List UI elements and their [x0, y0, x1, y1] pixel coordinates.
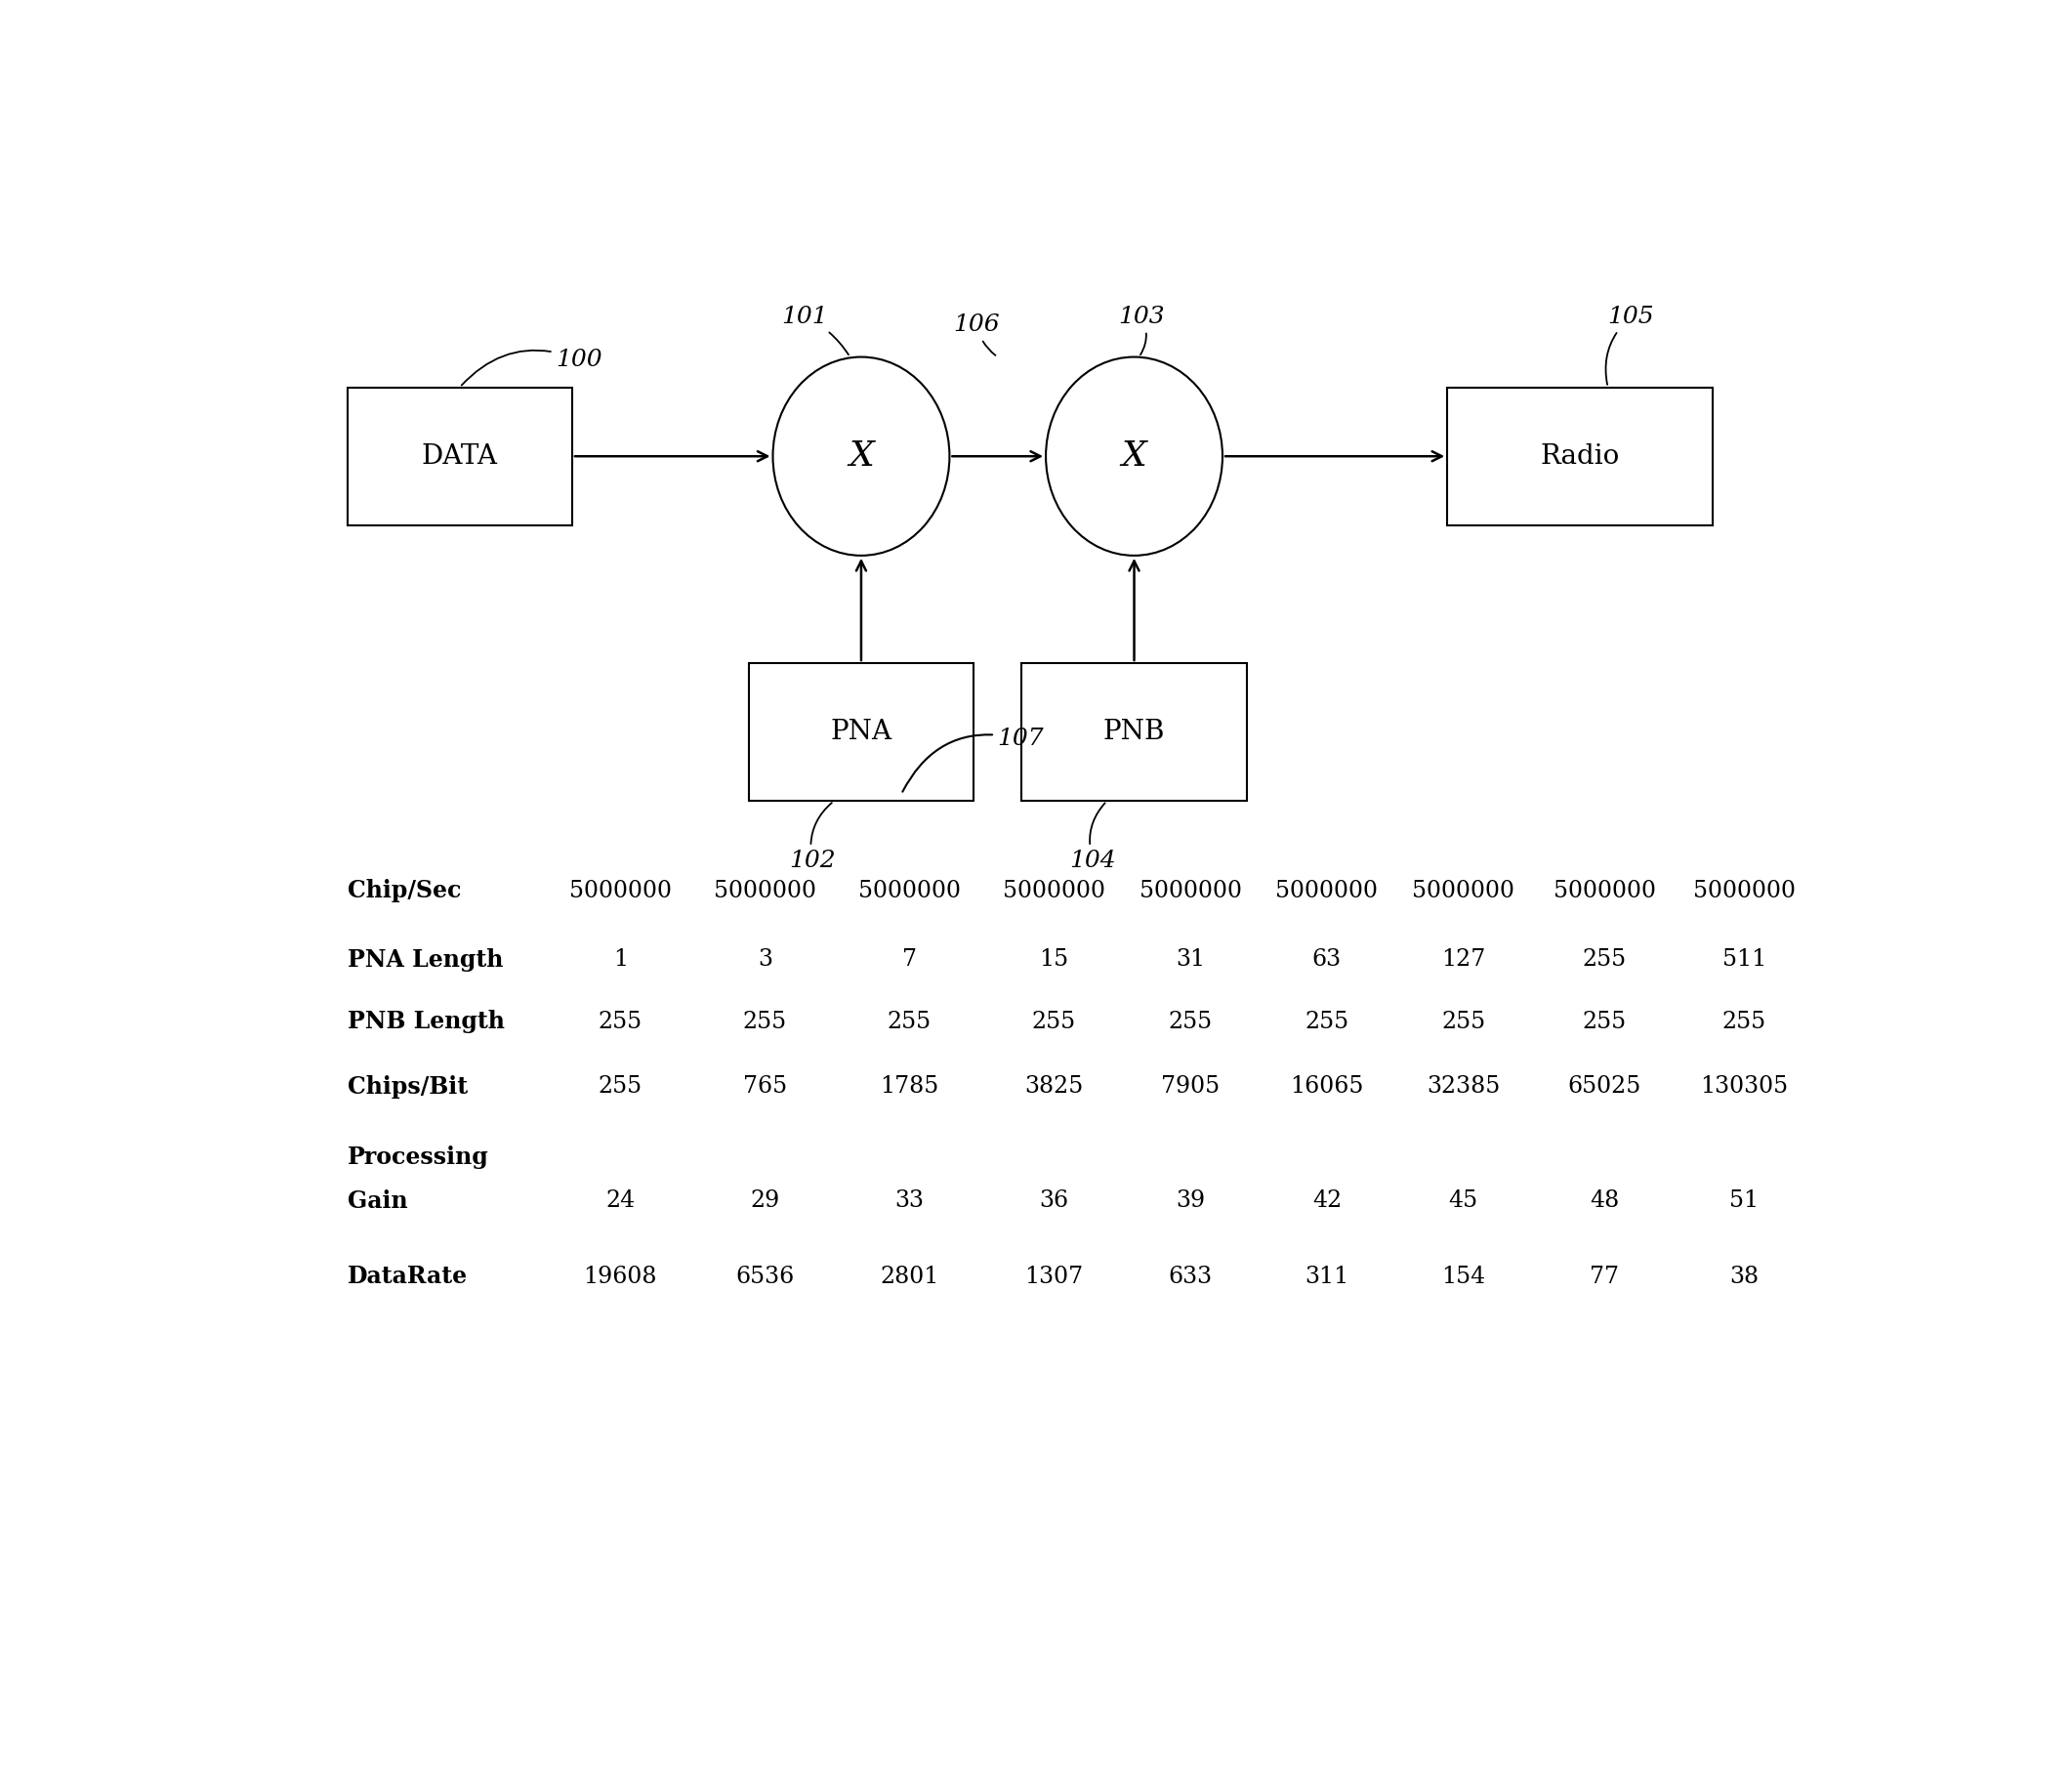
Text: 48: 48: [1589, 1189, 1620, 1213]
Text: 765: 765: [742, 1075, 787, 1098]
Bar: [1446, 387, 1711, 525]
Text: 5000000: 5000000: [713, 879, 816, 903]
Text: 2801: 2801: [881, 1266, 939, 1288]
Text: 104: 104: [1069, 802, 1117, 872]
Bar: [348, 387, 572, 525]
Text: 1307: 1307: [1024, 1266, 1084, 1288]
Text: 154: 154: [1442, 1266, 1486, 1288]
Text: 31: 31: [1175, 949, 1206, 971]
Text: 101: 101: [781, 306, 850, 355]
Text: 255: 255: [1032, 1010, 1075, 1033]
Text: 42: 42: [1312, 1189, 1343, 1213]
Text: 5000000: 5000000: [1413, 879, 1515, 903]
Bar: [1021, 663, 1247, 801]
Text: 103: 103: [1119, 306, 1164, 355]
Text: 255: 255: [1583, 949, 1627, 971]
Text: 77: 77: [1589, 1266, 1620, 1288]
Text: 24: 24: [605, 1189, 636, 1213]
Text: 107: 107: [903, 727, 1044, 792]
Text: 255: 255: [1169, 1010, 1212, 1033]
Text: 511: 511: [1722, 949, 1767, 971]
Text: X: X: [850, 439, 874, 473]
Text: 311: 311: [1305, 1266, 1349, 1288]
Text: Gain: Gain: [348, 1189, 408, 1213]
Text: 45: 45: [1448, 1189, 1477, 1213]
Text: 105: 105: [1606, 306, 1653, 385]
Text: 255: 255: [599, 1010, 642, 1033]
Text: PNB Length: PNB Length: [348, 1010, 503, 1033]
Text: 63: 63: [1312, 949, 1341, 971]
Text: PNA: PNA: [831, 718, 891, 745]
Text: 633: 633: [1169, 1266, 1212, 1288]
Text: 1: 1: [613, 949, 628, 971]
Text: 255: 255: [1442, 1010, 1486, 1033]
Bar: [748, 663, 974, 801]
Text: X: X: [1121, 439, 1146, 473]
Text: 5000000: 5000000: [1554, 879, 1656, 903]
Text: 3: 3: [758, 949, 773, 971]
Text: Processing: Processing: [348, 1144, 489, 1168]
Text: 255: 255: [1583, 1010, 1627, 1033]
Text: 127: 127: [1442, 949, 1486, 971]
Text: 16065: 16065: [1291, 1075, 1363, 1098]
Text: 36: 36: [1040, 1189, 1069, 1213]
Text: 7905: 7905: [1160, 1075, 1220, 1098]
Text: 39: 39: [1175, 1189, 1206, 1213]
Text: 19608: 19608: [584, 1266, 657, 1288]
Text: 29: 29: [750, 1189, 779, 1213]
Text: 3825: 3825: [1024, 1075, 1084, 1098]
Text: Radio: Radio: [1539, 442, 1620, 469]
Text: 15: 15: [1040, 949, 1069, 971]
Text: 100: 100: [462, 349, 603, 385]
Text: 32385: 32385: [1428, 1075, 1500, 1098]
Text: PNB: PNB: [1102, 718, 1164, 745]
Text: 255: 255: [742, 1010, 787, 1033]
Text: 7: 7: [901, 949, 916, 971]
Text: 5000000: 5000000: [1140, 879, 1241, 903]
Text: 5000000: 5000000: [570, 879, 671, 903]
Text: DataRate: DataRate: [348, 1264, 468, 1288]
Text: 255: 255: [1722, 1010, 1767, 1033]
Text: 65025: 65025: [1569, 1075, 1641, 1098]
Text: 255: 255: [887, 1010, 932, 1033]
Text: Chip/Sec: Chip/Sec: [348, 879, 460, 903]
Text: 130305: 130305: [1701, 1075, 1788, 1098]
Text: PNA Length: PNA Length: [348, 947, 503, 971]
Text: 5000000: 5000000: [858, 879, 961, 903]
Text: 51: 51: [1730, 1189, 1759, 1213]
Text: 5000000: 5000000: [1693, 879, 1796, 903]
Text: Chips/Bit: Chips/Bit: [348, 1075, 468, 1098]
Text: 255: 255: [599, 1075, 642, 1098]
Text: 255: 255: [1305, 1010, 1349, 1033]
Text: 102: 102: [789, 802, 835, 872]
Text: DATA: DATA: [421, 442, 497, 469]
Text: 38: 38: [1730, 1266, 1759, 1288]
Text: 5000000: 5000000: [1276, 879, 1378, 903]
Text: 33: 33: [895, 1189, 924, 1213]
Text: 106: 106: [953, 313, 1001, 355]
Text: 1785: 1785: [881, 1075, 939, 1098]
Text: 6536: 6536: [736, 1266, 794, 1288]
Text: 5000000: 5000000: [1003, 879, 1104, 903]
